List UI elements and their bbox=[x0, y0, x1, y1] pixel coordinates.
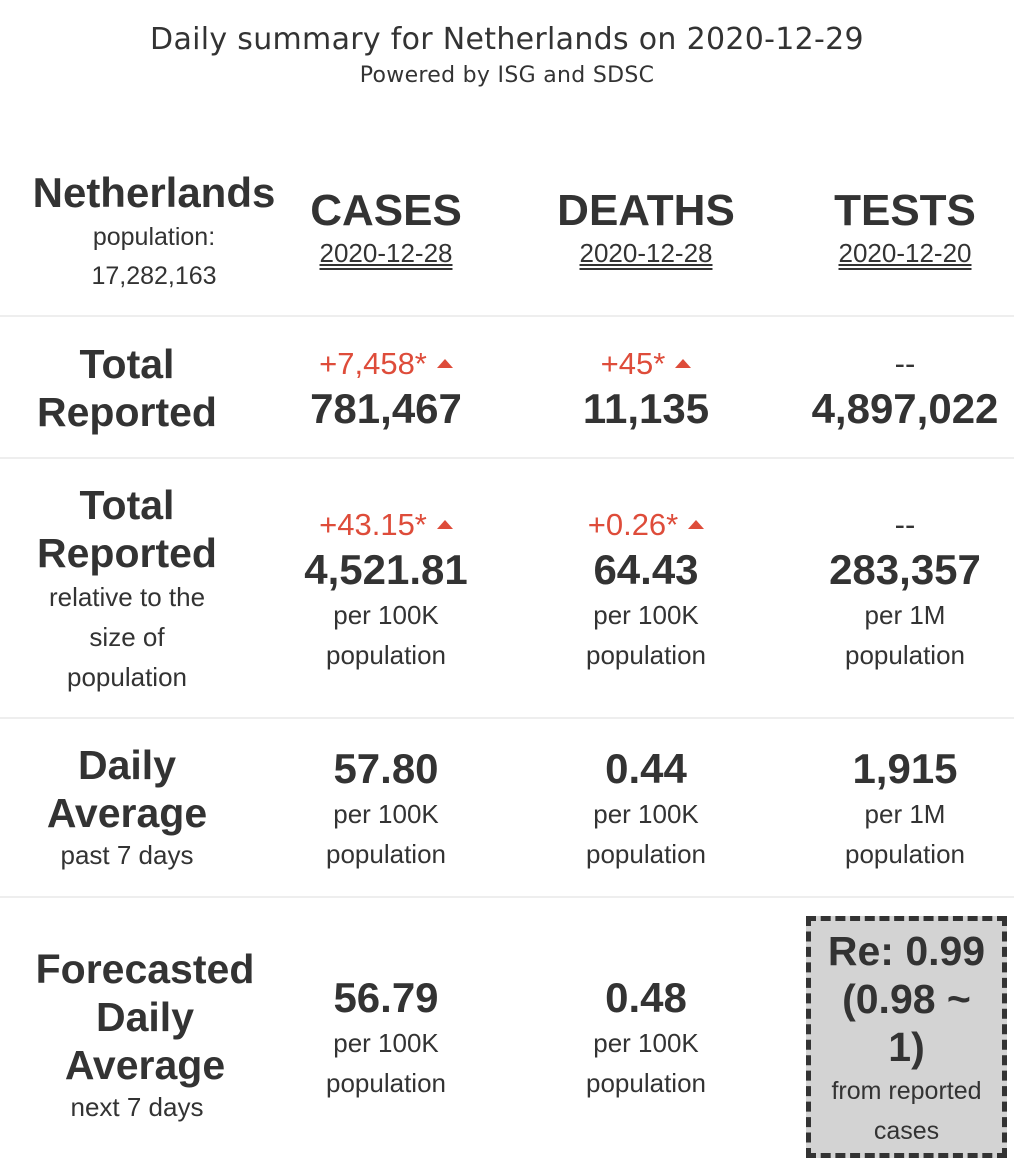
row-label-line: Average bbox=[64, 1042, 226, 1088]
row-label-forecast: Forecasted Daily Average next 7 days bbox=[20, 945, 270, 1125]
deaths-date: 2020-12-28 bbox=[579, 238, 713, 268]
tests-date: 2020-12-20 bbox=[838, 238, 972, 268]
cases-daily-value: 57.80 bbox=[333, 745, 439, 792]
deaths-forecast-value: 0.48 bbox=[605, 974, 687, 1021]
re-range-end: 1) bbox=[888, 1024, 925, 1070]
unit-label: population bbox=[845, 640, 965, 670]
forecast-deaths-cell: 0.48 per 100K population bbox=[516, 973, 776, 1103]
cases-delta: +43.15* bbox=[256, 505, 516, 545]
increase-arrow-icon bbox=[675, 359, 692, 368]
row-label-line: Forecasted bbox=[35, 946, 255, 992]
unit-label: population bbox=[586, 640, 706, 670]
increase-arrow-icon bbox=[436, 359, 453, 368]
column-header-deaths: DEATHS 2020-12-28 bbox=[516, 186, 776, 270]
forecast-cases-cell: 56.79 per 100K population bbox=[256, 973, 516, 1103]
re-value: Re: 0.99 bbox=[827, 928, 986, 974]
row-label-line: Total bbox=[79, 341, 175, 387]
row-label-line: Daily bbox=[78, 742, 176, 788]
unit-label: per 100K bbox=[333, 799, 439, 829]
delta-text: +43.15* bbox=[319, 507, 427, 542]
relative-cases-cell: +43.15* 4,521.81 per 100K population bbox=[256, 505, 516, 675]
row-sublabel: past 7 days bbox=[60, 840, 194, 870]
column-header-cases: CASES 2020-12-28 bbox=[256, 186, 516, 270]
row-label-line: Average bbox=[46, 790, 208, 836]
daily-tests-cell: 1,915 per 1M population bbox=[776, 744, 1014, 874]
unit-label: per 100K bbox=[593, 600, 699, 630]
cases-total-value: 781,467 bbox=[310, 385, 462, 432]
cases-relative-value: 4,521.81 bbox=[304, 546, 468, 593]
increase-arrow-icon bbox=[436, 520, 453, 529]
unit-label: per 1M bbox=[864, 799, 946, 829]
relative-tests-cell: -- 283,357 per 1M population bbox=[776, 505, 1014, 675]
unit-label: population bbox=[845, 839, 965, 869]
unit-label: population bbox=[586, 1068, 706, 1098]
total-tests-cell: -- 4,897,022 bbox=[776, 344, 1014, 434]
delta-text: +0.26* bbox=[587, 507, 679, 542]
deaths-daily-value: 0.44 bbox=[605, 745, 687, 792]
deaths-relative-value: 64.43 bbox=[593, 546, 699, 593]
deaths-delta: +45* bbox=[516, 344, 776, 384]
row-divider bbox=[0, 896, 1014, 898]
country-cell: Netherlands population: 17,282,163 bbox=[24, 168, 284, 296]
tests-delta: -- bbox=[894, 507, 916, 542]
deaths-total-value: 11,135 bbox=[582, 385, 710, 432]
unit-label: per 100K bbox=[593, 799, 699, 829]
unit-label: population bbox=[326, 640, 446, 670]
tests-total-value: 4,897,022 bbox=[811, 385, 999, 432]
population-value: 17,282,163 bbox=[91, 262, 217, 290]
cases-label: CASES bbox=[310, 186, 462, 235]
row-divider bbox=[0, 315, 1014, 317]
re-source: cases bbox=[873, 1117, 940, 1145]
country-name: Netherlands bbox=[32, 169, 276, 216]
re-range: (0.98 ~ bbox=[842, 976, 971, 1022]
deaths-label: DEATHS bbox=[557, 186, 735, 235]
unit-label: per 100K bbox=[593, 1028, 699, 1058]
tests-label: TESTS bbox=[834, 186, 976, 235]
delta-text: +7,458* bbox=[319, 346, 427, 381]
deaths-delta: +0.26* bbox=[516, 505, 776, 545]
row-label-line: Total bbox=[79, 482, 175, 528]
re-estimate-box: Re: 0.99 (0.98 ~ 1) from reported cases bbox=[806, 916, 1007, 1158]
page-subtitle: Powered by ISG and SDSC bbox=[359, 63, 655, 88]
row-label-line: Reported bbox=[37, 530, 217, 576]
daily-deaths-cell: 0.44 per 100K population bbox=[516, 744, 776, 874]
row-label-relative: Total Reported relative to the size of p… bbox=[0, 481, 254, 697]
daily-cases-cell: 57.80 per 100K population bbox=[256, 744, 516, 874]
cases-date: 2020-12-28 bbox=[319, 238, 453, 268]
relative-deaths-cell: +0.26* 64.43 per 100K population bbox=[516, 505, 776, 675]
total-deaths-cell: +45* 11,135 bbox=[516, 344, 776, 434]
unit-label: population bbox=[586, 839, 706, 869]
tests-daily-value: 1,915 bbox=[852, 745, 958, 792]
unit-label: population bbox=[326, 839, 446, 869]
unit-label: population bbox=[326, 1068, 446, 1098]
row-label-line: Reported bbox=[37, 389, 217, 435]
row-sublabel: next 7 days bbox=[70, 1092, 204, 1122]
unit-label: per 100K bbox=[333, 600, 439, 630]
row-label-line: Daily bbox=[96, 994, 194, 1040]
row-sublabel: population bbox=[67, 662, 187, 692]
increase-arrow-icon bbox=[688, 520, 705, 529]
row-label-daily: Daily Average past 7 days bbox=[0, 741, 254, 873]
cases-forecast-value: 56.79 bbox=[333, 974, 439, 1021]
column-header-tests: TESTS 2020-12-20 bbox=[776, 186, 1014, 270]
delta-text: +45* bbox=[600, 346, 666, 381]
page-title: Daily summary for Netherlands on 2020-12… bbox=[150, 22, 864, 57]
unit-label: per 100K bbox=[333, 1028, 439, 1058]
population-label: population: bbox=[92, 223, 216, 251]
row-label-total: Total Reported bbox=[0, 340, 254, 436]
tests-delta: -- bbox=[894, 346, 916, 381]
row-sublabel: size of bbox=[89, 622, 165, 652]
cases-delta: +7,458* bbox=[256, 344, 516, 384]
total-cases-cell: +7,458* 781,467 bbox=[256, 344, 516, 434]
re-source: from reported bbox=[831, 1077, 982, 1105]
row-sublabel: relative to the bbox=[48, 582, 206, 612]
tests-relative-value: 283,357 bbox=[829, 546, 981, 593]
row-divider bbox=[0, 457, 1014, 459]
unit-label: per 1M bbox=[864, 600, 946, 630]
row-divider bbox=[0, 717, 1014, 719]
